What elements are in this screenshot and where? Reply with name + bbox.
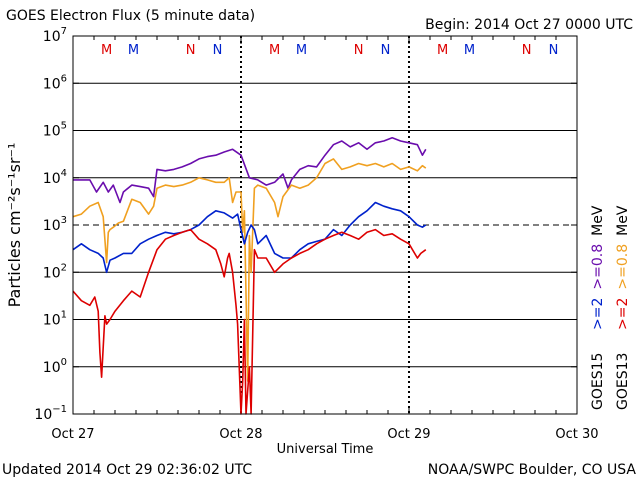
series-line (72, 201, 427, 274)
satellite-marker: N (549, 43, 559, 58)
x-tick-label: Oct 27 (51, 427, 94, 442)
satellite-marker: M (128, 43, 139, 58)
legend-energy-0: >=2>=0.8MeV (590, 205, 606, 330)
series-line (73, 137, 427, 204)
x-tick-label: Oct 29 (387, 427, 430, 442)
updated-timestamp: Updated 2014 Oct 29 02:36:02 UTC (2, 462, 253, 478)
legend-goes13: GOES13 (615, 353, 631, 410)
satellite-marker: M (296, 43, 307, 58)
y-tick-label: 105 (43, 121, 67, 140)
satellite-marker: N (213, 43, 223, 58)
satellite-marker: N (354, 43, 364, 58)
y-tick-label: 103 (43, 215, 67, 234)
y-tick-label: 106 (43, 73, 67, 92)
satellite-marker: M (464, 43, 475, 58)
y-tick-label: 107 (43, 26, 67, 45)
x-tick-label: Oct 28 (219, 427, 262, 442)
x-axis-title: Universal Time (277, 442, 374, 457)
legend-goes15: GOES15 (590, 353, 606, 410)
y-tick-label: 101 (43, 310, 67, 329)
y-tick-label: 100 (43, 357, 67, 376)
y-tick-label: 10−1 (34, 404, 67, 423)
satellite-marker: N (522, 43, 532, 58)
satellite-marker: M (269, 43, 280, 58)
series-line (72, 158, 427, 382)
satellite-marker: M (437, 43, 448, 58)
legend-energy-1: >=2>=0.8MeV (615, 205, 631, 330)
x-tick-label: Oct 30 (555, 427, 598, 442)
plot-frame (72, 35, 578, 415)
y-tick-label: 104 (43, 168, 67, 187)
satellite-marker: M (101, 43, 112, 58)
credit: NOAA/SWPC Boulder, CO USA (427, 462, 636, 478)
begin-time: Begin: 2014 Oct 27 0000 UTC (425, 17, 633, 33)
y-tick-label: 102 (43, 262, 67, 281)
chart-title: GOES Electron Flux (5 minute data) (6, 8, 256, 24)
satellite-marker: N (381, 43, 391, 58)
satellite-marker: N (186, 43, 196, 58)
y-axis-title: Particles cm⁻²s⁻¹sr⁻¹ (5, 143, 24, 308)
series-line (72, 228, 427, 415)
